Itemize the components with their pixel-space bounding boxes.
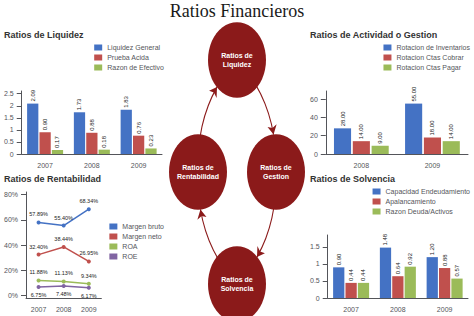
svg-text:20%: 20% — [4, 267, 18, 274]
svg-text:1.73: 1.73 — [76, 98, 82, 110]
svg-text:Ratios de: Ratios de — [221, 276, 253, 283]
svg-text:2.5: 2.5 — [4, 90, 14, 97]
svg-text:57.89%: 57.89% — [29, 211, 48, 217]
svg-text:0.88: 0.88 — [442, 254, 448, 266]
svg-text:55.00: 55.00 — [411, 86, 417, 102]
svg-text:Ratios Financieros: Ratios Financieros — [170, 1, 304, 21]
svg-text:0.92: 0.92 — [407, 252, 413, 264]
svg-text:Rentabilidad: Rentabilidad — [177, 173, 219, 180]
svg-text:28.00: 28.00 — [340, 111, 346, 127]
svg-text:0.57: 0.57 — [454, 264, 460, 276]
svg-text:7.48%: 7.48% — [56, 291, 72, 297]
svg-text:2009: 2009 — [425, 162, 441, 169]
svg-text:Ratios de Liquidez: Ratios de Liquidez — [4, 30, 84, 40]
svg-text:Liquidez General: Liquidez General — [107, 44, 160, 52]
svg-text:60: 60 — [310, 96, 318, 103]
svg-text:2009: 2009 — [131, 162, 147, 169]
svg-text:0.90: 0.90 — [336, 253, 342, 265]
svg-text:Gestion: Gestion — [263, 173, 289, 180]
svg-text:2008: 2008 — [354, 162, 370, 169]
svg-text:2008: 2008 — [390, 306, 406, 313]
svg-text:2009: 2009 — [437, 306, 453, 313]
svg-text:68.34%: 68.34% — [79, 198, 98, 204]
svg-text:0.44: 0.44 — [360, 269, 366, 281]
svg-text:2009: 2009 — [81, 306, 97, 313]
svg-text:Solvencia: Solvencia — [221, 285, 254, 292]
svg-text:55.40%: 55.40% — [54, 215, 73, 221]
svg-text:Rotacion Ctas Pagar: Rotacion Ctas Pagar — [396, 64, 461, 72]
svg-text:Razon de Efectivo: Razon de Efectivo — [107, 64, 164, 71]
svg-text:2007: 2007 — [343, 306, 359, 313]
svg-text:1: 1 — [10, 126, 14, 133]
svg-text:Ratios de Rentabilidad: Ratios de Rentabilidad — [4, 174, 101, 184]
svg-text:40%: 40% — [4, 242, 18, 249]
svg-text:1.20: 1.20 — [429, 243, 435, 255]
svg-text:1.5: 1.5 — [4, 114, 14, 121]
svg-text:1.48: 1.48 — [382, 233, 388, 245]
svg-text:0.90: 0.90 — [42, 118, 48, 130]
svg-text:0.64: 0.64 — [395, 262, 401, 274]
svg-text:Ratios de: Ratios de — [260, 164, 292, 171]
svg-text:1.5: 1.5 — [310, 243, 320, 250]
svg-text:1.83: 1.83 — [123, 96, 129, 108]
svg-text:32.40%: 32.40% — [29, 244, 48, 250]
svg-text:60%: 60% — [4, 216, 18, 223]
svg-text:Ratios de Solvencia: Ratios de Solvencia — [310, 174, 396, 184]
svg-text:Margen neto: Margen neto — [122, 233, 161, 241]
svg-text:Razon Deuda/Activos: Razon Deuda/Activos — [386, 208, 454, 215]
svg-text:6.75%: 6.75% — [31, 292, 47, 298]
svg-text:0: 0 — [10, 151, 14, 158]
svg-text:6.17%: 6.17% — [81, 293, 97, 299]
svg-text:0: 0 — [316, 295, 320, 302]
svg-text:Rotacion Ctas Cobrar: Rotacion Ctas Cobrar — [396, 54, 464, 61]
svg-text:ROE: ROE — [122, 253, 137, 260]
svg-text:Capacidad Endeudamiento: Capacidad Endeudamiento — [386, 188, 471, 196]
svg-text:9.34%: 9.34% — [81, 273, 97, 279]
svg-text:2008: 2008 — [56, 306, 72, 313]
svg-text:11.13%: 11.13% — [55, 270, 73, 276]
svg-text:0.44: 0.44 — [348, 269, 354, 281]
svg-text:Margen bruto: Margen bruto — [122, 223, 164, 231]
svg-text:38.44%: 38.44% — [54, 236, 73, 242]
svg-text:18.00: 18.00 — [429, 120, 435, 136]
svg-text:0.88: 0.88 — [89, 118, 95, 130]
svg-text:80%: 80% — [4, 191, 18, 198]
svg-text:ROA: ROA — [122, 243, 137, 250]
svg-text:0.76: 0.76 — [136, 121, 142, 133]
svg-text:0: 0 — [314, 151, 318, 158]
svg-text:Liquidez: Liquidez — [223, 61, 252, 69]
svg-text:0.17: 0.17 — [54, 136, 60, 148]
svg-text:11.88%: 11.88% — [29, 269, 47, 275]
svg-text:40: 40 — [310, 114, 318, 121]
svg-text:Ratios de: Ratios de — [182, 164, 214, 171]
svg-text:9.00: 9.00 — [377, 131, 383, 143]
svg-text:20: 20 — [310, 132, 318, 139]
svg-text:26.95%: 26.95% — [79, 250, 98, 256]
svg-text:Ratios de Actividad o Gestion: Ratios de Actividad o Gestion — [310, 30, 437, 40]
svg-text:14.00: 14.00 — [448, 123, 454, 139]
svg-text:1: 1 — [316, 260, 320, 267]
svg-text:0.5: 0.5 — [310, 277, 320, 284]
svg-text:2007: 2007 — [37, 162, 53, 169]
svg-text:Apalancamiento: Apalancamiento — [386, 198, 436, 206]
svg-text:Prueba Acida: Prueba Acida — [107, 54, 149, 61]
svg-text:14.00: 14.00 — [358, 123, 364, 139]
svg-text:2007: 2007 — [31, 306, 47, 313]
svg-text:2: 2 — [10, 102, 14, 109]
svg-text:2.09: 2.09 — [30, 89, 36, 101]
svg-text:Rotacion de Inventarios: Rotacion de Inventarios — [396, 44, 470, 51]
svg-text:0.5: 0.5 — [4, 138, 14, 145]
svg-text:Ratios de: Ratios de — [221, 52, 253, 59]
svg-text:0.18: 0.18 — [101, 135, 107, 147]
svg-text:0%: 0% — [8, 292, 18, 299]
svg-text:0.23: 0.23 — [148, 134, 154, 146]
svg-text:2008: 2008 — [84, 162, 100, 169]
